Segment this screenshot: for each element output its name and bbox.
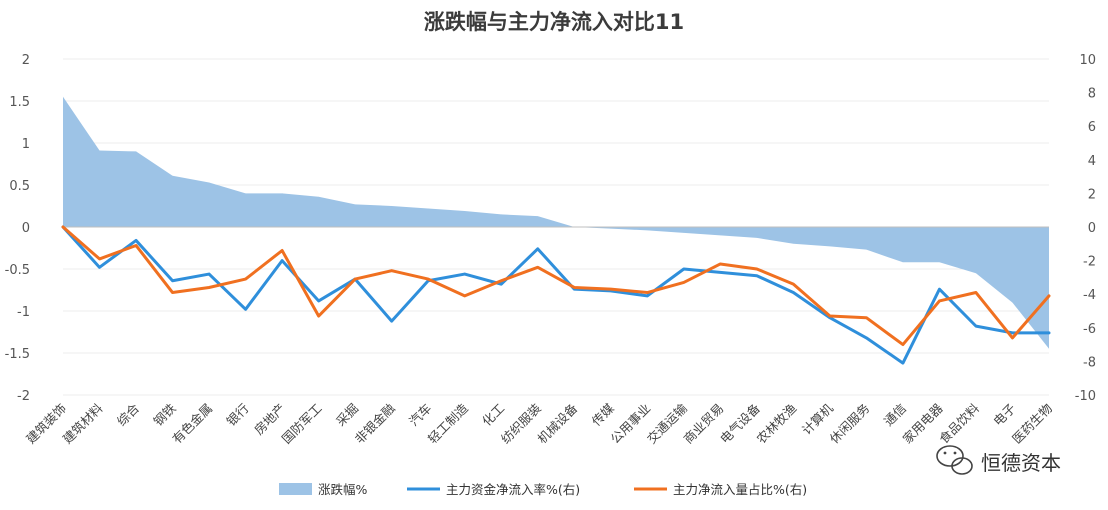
category-label: 综合 bbox=[114, 400, 143, 429]
category-label: 银行 bbox=[223, 401, 251, 429]
left-tick-label: -2 bbox=[17, 389, 30, 404]
category-label: 钢铁 bbox=[150, 400, 179, 429]
right-tick-label: 0 bbox=[1088, 221, 1096, 236]
legend-item-inflow-rate[interactable]: 主力资金净流入率%(右) bbox=[407, 482, 580, 497]
watermark-text: 恒德资本 bbox=[981, 451, 1061, 475]
right-tick-label: -10 bbox=[1075, 389, 1096, 404]
wechat-icon bbox=[936, 445, 973, 475]
right-tick-label: 10 bbox=[1079, 53, 1096, 68]
category-label: 休闲服务 bbox=[827, 401, 873, 447]
right-tick-label: 4 bbox=[1088, 154, 1096, 169]
legend-item-area[interactable]: 涨跌幅% bbox=[279, 482, 368, 497]
left-tick-label: 0 bbox=[22, 221, 30, 236]
legend-label-area: 涨跌幅% bbox=[318, 482, 368, 497]
area-series-layer bbox=[62, 96, 1050, 349]
right-tick-label: 8 bbox=[1088, 87, 1096, 102]
category-label: 国防军工 bbox=[279, 401, 325, 447]
category-label: 医药生物 bbox=[1009, 401, 1055, 447]
category-label: 建筑材料 bbox=[60, 400, 106, 446]
right-tick-label: -2 bbox=[1083, 255, 1096, 270]
chart-title: 涨跌幅与主力净流入对比11 bbox=[424, 10, 684, 34]
category-label: 轻工制造 bbox=[425, 400, 471, 446]
area-series-fill bbox=[63, 96, 1049, 349]
category-label: 有色金属 bbox=[169, 401, 215, 447]
right-tick-label: -6 bbox=[1083, 322, 1096, 337]
right-tick-label: 6 bbox=[1088, 120, 1096, 135]
right-tick-label: -8 bbox=[1083, 355, 1096, 370]
left-tick-label: 0.5 bbox=[9, 179, 30, 194]
legend-label-inflow-rate: 主力资金净流入率%(右) bbox=[446, 482, 580, 497]
category-label: 食品饮料 bbox=[936, 400, 982, 446]
line-series-layer bbox=[61, 225, 1051, 365]
right-tick-label: -4 bbox=[1083, 288, 1096, 303]
left-tick-label: -1 bbox=[17, 305, 30, 320]
category-label: 采掘 bbox=[333, 401, 361, 429]
watermark: 恒德资本 bbox=[936, 445, 1061, 475]
line-series-1 bbox=[61, 225, 1051, 365]
legend-item-inflow-share[interactable]: 主力净流入量占比%(右) bbox=[634, 482, 807, 497]
legend: 涨跌幅% 主力资金净流入率%(右) 主力净流入量占比%(右) bbox=[279, 482, 807, 497]
left-tick-label: -1.5 bbox=[5, 347, 30, 362]
category-label: 化工 bbox=[479, 401, 507, 429]
category-label: 机械设备 bbox=[534, 400, 580, 446]
category-label: 电子 bbox=[990, 401, 1018, 429]
right-axis-ticks: 10 8 6 4 2 0 -2 -4 -6 -8 -10 bbox=[1075, 53, 1096, 404]
left-tick-label: 2 bbox=[22, 53, 30, 68]
left-tick-label: 1 bbox=[22, 137, 30, 152]
category-label: 农林牧渔 bbox=[754, 401, 800, 447]
legend-swatch-area bbox=[279, 483, 312, 495]
category-label: 非银金融 bbox=[352, 400, 398, 446]
category-label: 汽车 bbox=[406, 401, 434, 429]
legend-label-inflow-share: 主力净流入量占比%(右) bbox=[673, 482, 807, 497]
category-label: 传媒 bbox=[589, 400, 618, 429]
left-axis-ticks: 2 1.5 1 0.5 0 -0.5 -1 -1.5 -2 bbox=[5, 53, 30, 404]
category-label: 通信 bbox=[881, 401, 909, 429]
left-tick-label: -0.5 bbox=[5, 263, 30, 278]
line-series-2 bbox=[61, 225, 1051, 347]
left-tick-label: 1.5 bbox=[9, 95, 30, 110]
right-tick-label: 2 bbox=[1088, 187, 1096, 202]
